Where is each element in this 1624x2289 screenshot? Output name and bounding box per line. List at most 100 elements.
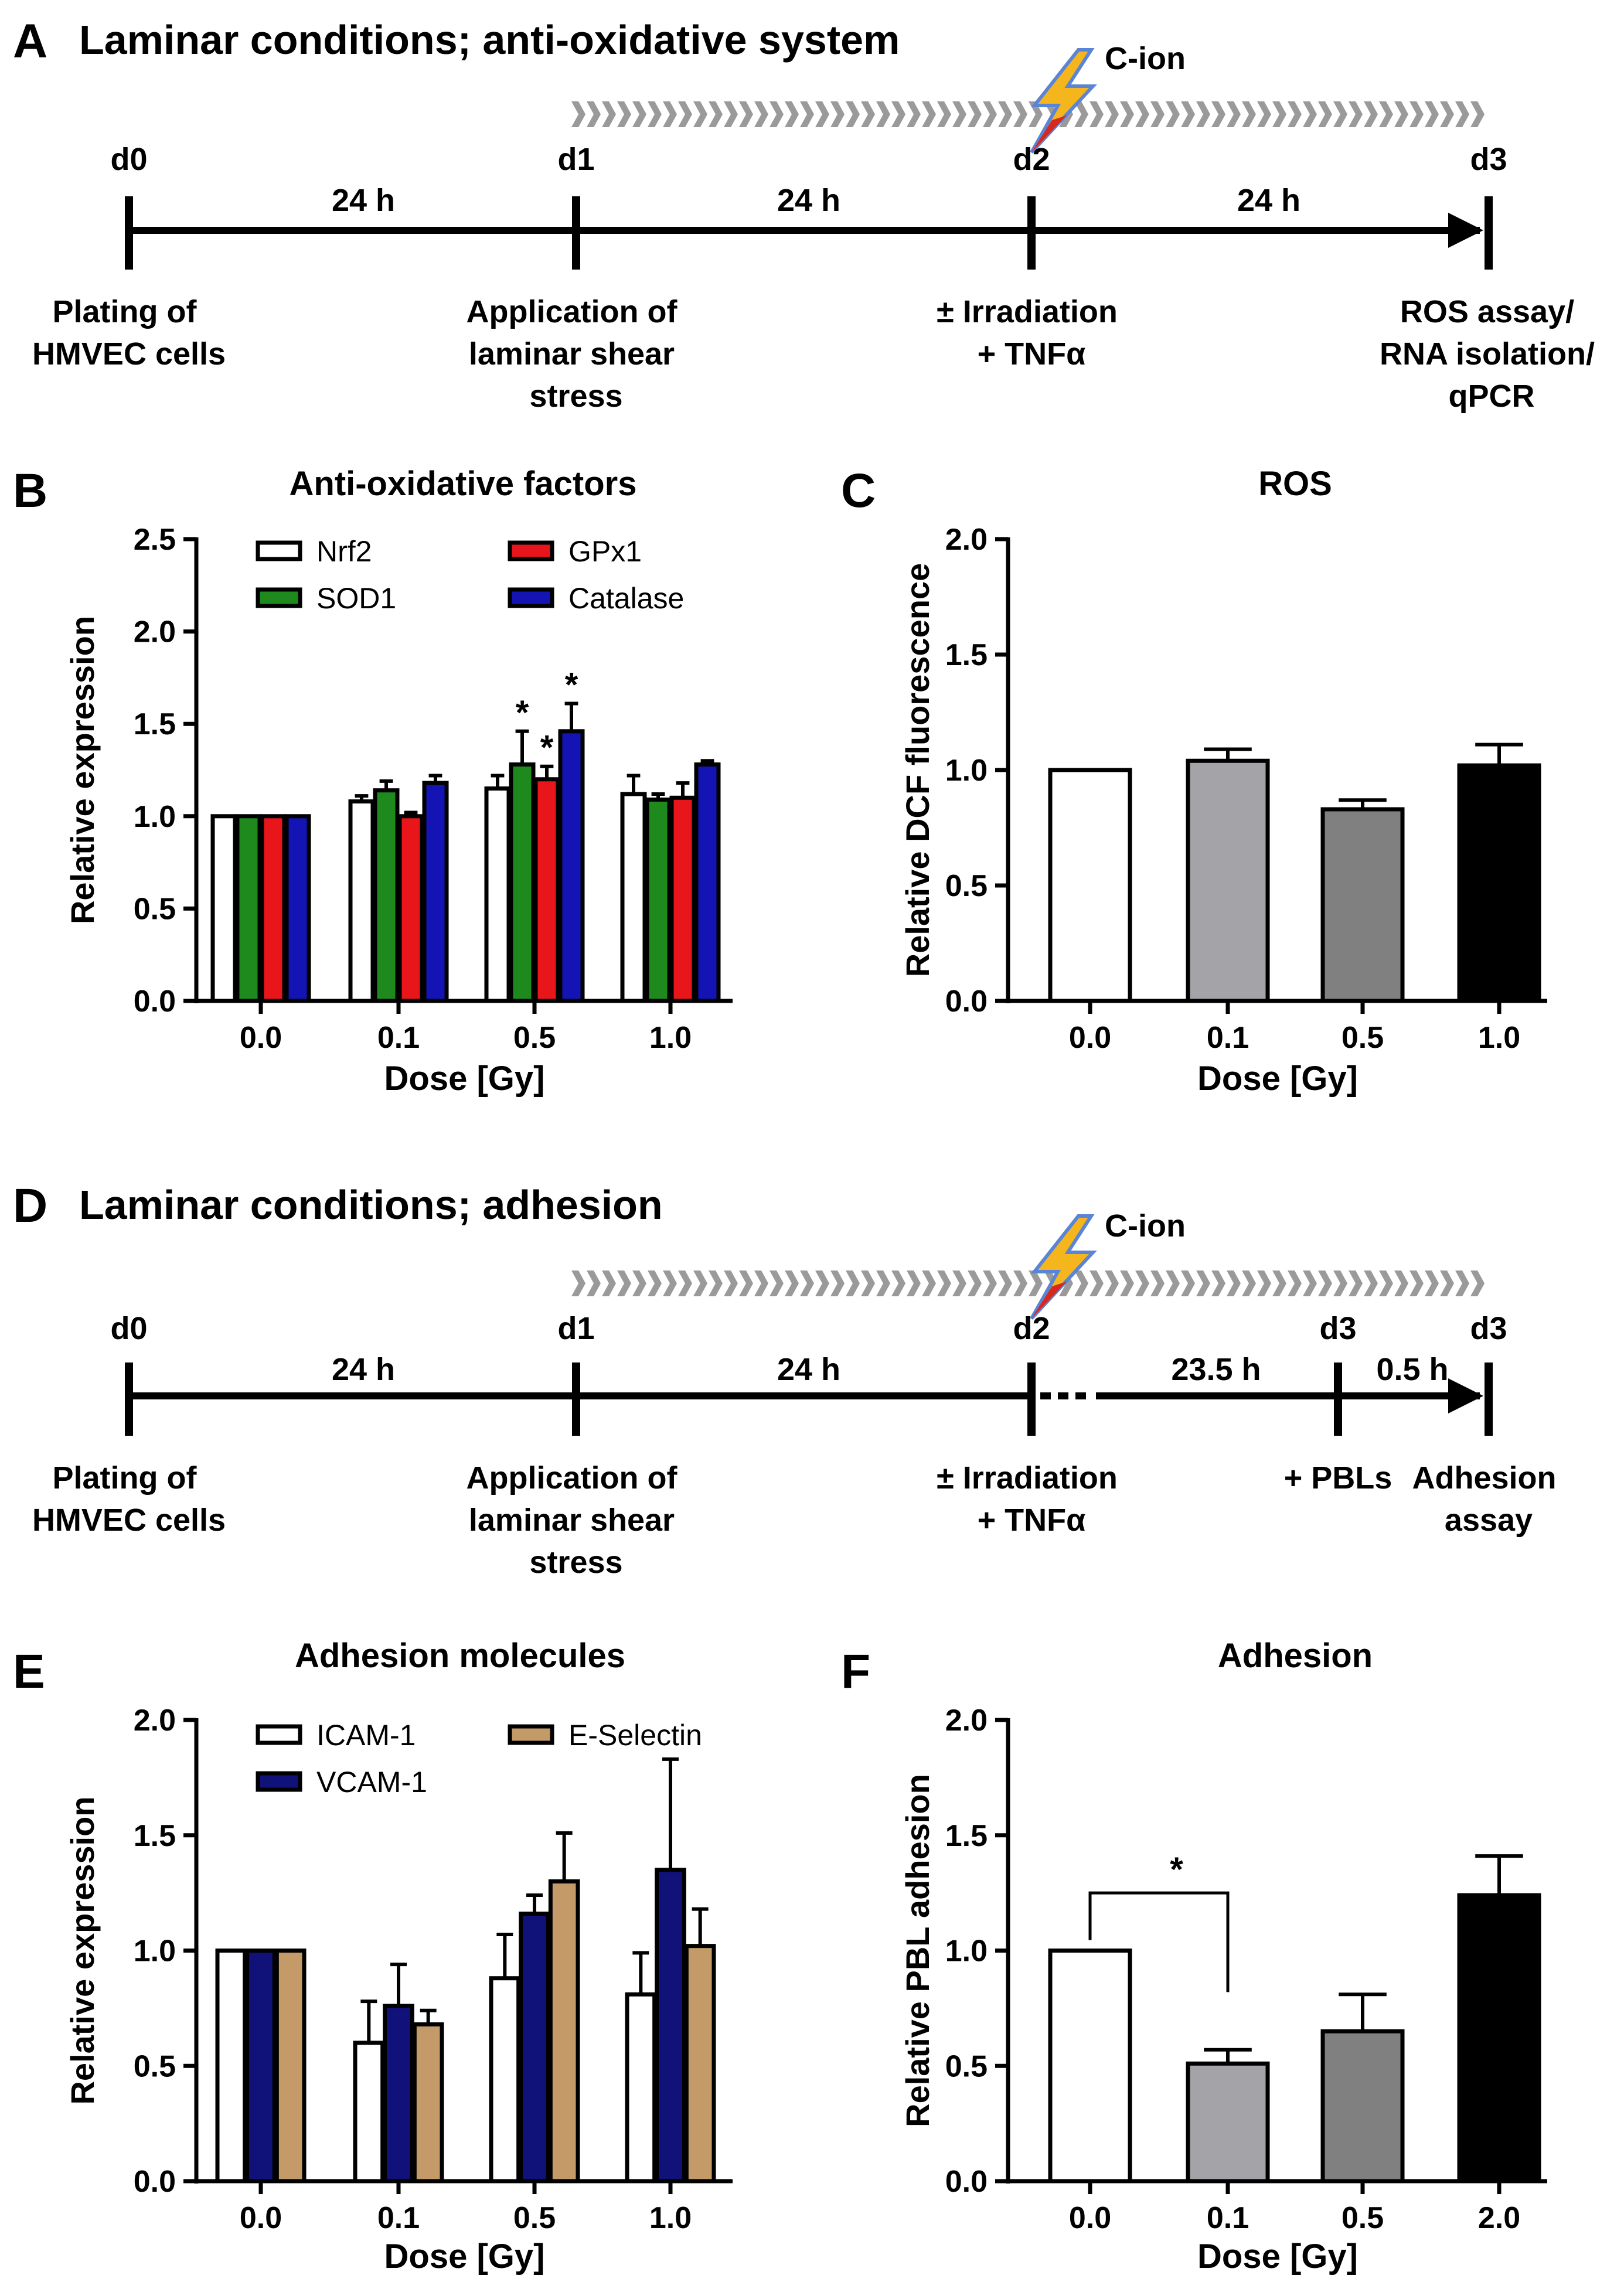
chevron-mark xyxy=(739,101,753,127)
y-tick-label: 2.0 xyxy=(134,1704,176,1738)
panel-d-interval-label: 24 h xyxy=(332,1352,395,1387)
chevron-mark xyxy=(1166,1270,1180,1296)
chevron-mark xyxy=(587,101,601,127)
chevron-mark xyxy=(770,101,784,127)
bar xyxy=(284,814,311,1003)
x-axis-label: Dose [Gy] xyxy=(384,1060,545,1098)
chevron-mark xyxy=(1272,101,1286,127)
chevron-mark xyxy=(983,1270,997,1296)
chevron-mark xyxy=(907,1270,921,1296)
chart-e: E Adhesion molecules 0.0 0.5 1.0 1.5 2.0 Relati… xyxy=(13,1637,733,2276)
legend-label: Catalase xyxy=(568,582,684,615)
panel-a-event-label: ± Irradiation + TNFα xyxy=(937,294,1126,372)
chevron-mark xyxy=(1120,101,1134,127)
y-axis-label: Relative expression xyxy=(64,1796,101,2104)
chevron-mark xyxy=(602,101,616,127)
chevron-mark xyxy=(952,1270,966,1296)
chevron-mark xyxy=(1303,101,1317,127)
panel-d-event-label: ± Irradiation + TNFα xyxy=(937,1460,1126,1538)
legend-label: Nrf2 xyxy=(316,535,372,568)
chevron-mark xyxy=(1227,1270,1241,1296)
chevron-mark xyxy=(1303,1270,1317,1296)
panel-a-day-label: d1 xyxy=(557,142,594,177)
chart-c: C ROS 0.0 0.5 1.0 1.5 2.0 Relative DCF fluoresc… xyxy=(841,464,1547,1098)
panel-d-beam-label: C-ion xyxy=(1105,1208,1186,1244)
chevron-mark xyxy=(785,101,799,127)
bar xyxy=(422,781,449,1003)
chevron-mark xyxy=(1227,101,1241,127)
panel-a-beam-label: C-ion xyxy=(1105,41,1186,76)
bar xyxy=(509,762,536,1003)
chevron-mark xyxy=(1379,1270,1393,1296)
panel-a-day-label: d2 xyxy=(1013,142,1050,177)
chevron-mark xyxy=(1470,101,1485,127)
x-tick-label: 0.1 xyxy=(377,1021,420,1055)
significance-label: * xyxy=(565,666,578,704)
chevron-mark xyxy=(1090,101,1104,127)
chevron-mark xyxy=(922,101,936,127)
y-tick-label: 1.5 xyxy=(134,1819,176,1853)
panel-a-timeline: A Laminar conditions; anti-oxidative sys… xyxy=(13,15,1595,414)
chevron-mark xyxy=(830,1270,845,1296)
chevron-mark xyxy=(1364,1270,1378,1296)
chevron-mark xyxy=(891,101,905,127)
panel-d-day-label: d3 xyxy=(1470,1311,1507,1346)
bar xyxy=(1457,763,1541,1003)
panel-a-event-label: Plating of HMVEC cells xyxy=(32,294,226,372)
x-tick-label: 0.0 xyxy=(1069,1021,1111,1055)
chevron-mark xyxy=(1364,101,1378,127)
chevron-mark xyxy=(754,101,768,127)
chevron-mark xyxy=(1196,101,1210,127)
y-tick-label: 1.5 xyxy=(134,707,176,741)
x-tick-label: 0.0 xyxy=(240,2201,282,2235)
chevron-mark xyxy=(1440,101,1454,127)
chart-f: F Adhesion 0.0 0.5 1.0 1.5 2.0 Relative PBL adh… xyxy=(841,1637,1547,2276)
y-tick-label: 0.5 xyxy=(134,892,176,926)
chevron-mark xyxy=(1318,1270,1332,1296)
bar xyxy=(383,2004,414,2184)
chevron-mark xyxy=(800,1270,814,1296)
y-axis-label: Relative expression xyxy=(64,616,101,924)
panel-letter: F xyxy=(841,1645,870,1698)
chevron-mark xyxy=(617,101,631,127)
chevron-mark xyxy=(1181,101,1195,127)
bar xyxy=(669,795,696,1003)
legend-label: ICAM-1 xyxy=(316,1719,416,1752)
legend-label: VCAM-1 xyxy=(316,1766,427,1798)
panel-a-letter: A xyxy=(13,15,47,68)
y-tick-label: 1.5 xyxy=(945,1819,988,1853)
significance-label: * xyxy=(1170,1851,1183,1889)
chevron-mark xyxy=(693,1270,707,1296)
x-tick-label: 1.0 xyxy=(649,2201,692,2235)
chevron-mark xyxy=(1257,1270,1271,1296)
chart-title: Adhesion xyxy=(1218,1637,1373,1675)
x-tick-label: 0.1 xyxy=(1207,2201,1249,2235)
panel-d-event-label: Application of laminar shear stress xyxy=(467,1460,686,1580)
bar xyxy=(558,729,585,1003)
chevron-mark xyxy=(754,1270,768,1296)
chevron-mark xyxy=(815,101,829,127)
y-tick-label: 0.0 xyxy=(945,2165,988,2199)
bar xyxy=(655,1868,686,2184)
chevron-mark xyxy=(1013,101,1027,127)
bar xyxy=(353,2041,385,2184)
bar xyxy=(260,814,287,1003)
chevron-mark xyxy=(1090,1270,1104,1296)
x-tick-label: 0.5 xyxy=(1342,2201,1384,2235)
y-tick-label: 1.0 xyxy=(945,1934,988,1968)
chevron-mark xyxy=(663,1270,677,1296)
panel-d-chevron-band xyxy=(571,1270,1485,1296)
chevron-mark xyxy=(1394,1270,1408,1296)
chevron-mark xyxy=(770,1270,784,1296)
chevron-mark xyxy=(724,101,738,127)
chevron-mark xyxy=(1272,1270,1286,1296)
chevron-mark xyxy=(998,1270,1012,1296)
chevron-mark xyxy=(1349,101,1363,127)
chevron-mark xyxy=(663,101,677,127)
panel-a-day-label: d3 xyxy=(1470,142,1507,177)
x-axis-label: Dose [Gy] xyxy=(1197,2237,1358,2276)
y-tick-label: 2.0 xyxy=(134,615,176,649)
chevron-mark xyxy=(1135,1270,1149,1296)
legend-swatch xyxy=(256,540,302,561)
